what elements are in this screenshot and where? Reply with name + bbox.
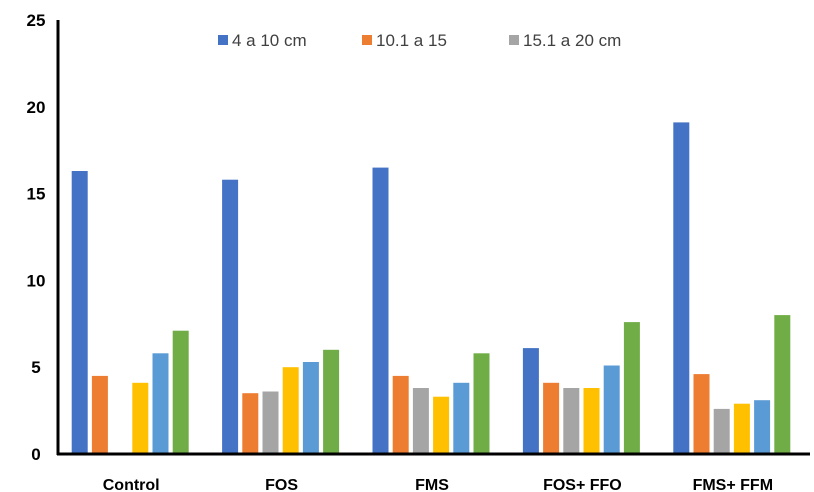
bar: [91, 375, 108, 454]
bar: [603, 365, 620, 454]
bar: [623, 322, 640, 454]
x-category-label: FMS: [415, 477, 449, 492]
x-category-label: FOS: [265, 477, 298, 492]
y-tick-label: 15: [27, 185, 46, 204]
x-category-label: Control: [103, 477, 160, 492]
bars: [71, 122, 791, 455]
legend-swatch: [509, 35, 519, 45]
y-tick-label: 0: [31, 445, 40, 464]
bar: [71, 171, 88, 454]
bar: [323, 349, 340, 454]
bar: [172, 330, 189, 454]
bar: [392, 375, 409, 454]
bar: [583, 388, 600, 454]
x-axis-category-labels: Control FOS FMS FOS+ FFO FMS+ FFM: [103, 477, 773, 492]
bar: [433, 396, 450, 454]
y-tick-label: 10: [27, 271, 46, 290]
bar: [372, 167, 389, 454]
legend-swatch: [362, 35, 372, 45]
y-tick-label: 5: [31, 358, 40, 377]
x-category-label: FMS+ FFM: [693, 477, 773, 492]
bar: [713, 408, 730, 454]
bar: [302, 362, 319, 454]
x-category-label: FOS+ FFO: [543, 477, 622, 492]
bar: [733, 403, 750, 454]
legend-entry-label: 15.1 a 20 cm: [523, 31, 621, 50]
bar: [222, 179, 239, 454]
bar: [453, 382, 470, 454]
y-axis-tick-labels: 0 5 10 15 20 25: [27, 11, 46, 464]
bar: [563, 388, 580, 454]
bar: [132, 382, 149, 454]
bar: [693, 374, 710, 454]
bar: [774, 315, 791, 454]
bar: [282, 367, 299, 454]
bar: [242, 393, 259, 454]
legend-entry-label: 4 a 10 cm: [232, 31, 307, 50]
legend-swatch: [218, 35, 228, 45]
bar: [262, 391, 279, 454]
bar: [522, 348, 539, 454]
y-tick-label: 20: [27, 98, 46, 117]
bar: [673, 122, 690, 455]
y-tick-label: 25: [27, 11, 46, 30]
bar: [152, 353, 169, 454]
bar: [412, 388, 429, 454]
bar: [543, 382, 560, 454]
legend: 4 a 10 cm 10.1 a 15 15.1 a 20 cm: [218, 31, 621, 50]
legend-entry-label: 10.1 a 15: [376, 31, 447, 50]
bar: [754, 400, 771, 454]
bar: [473, 353, 490, 454]
